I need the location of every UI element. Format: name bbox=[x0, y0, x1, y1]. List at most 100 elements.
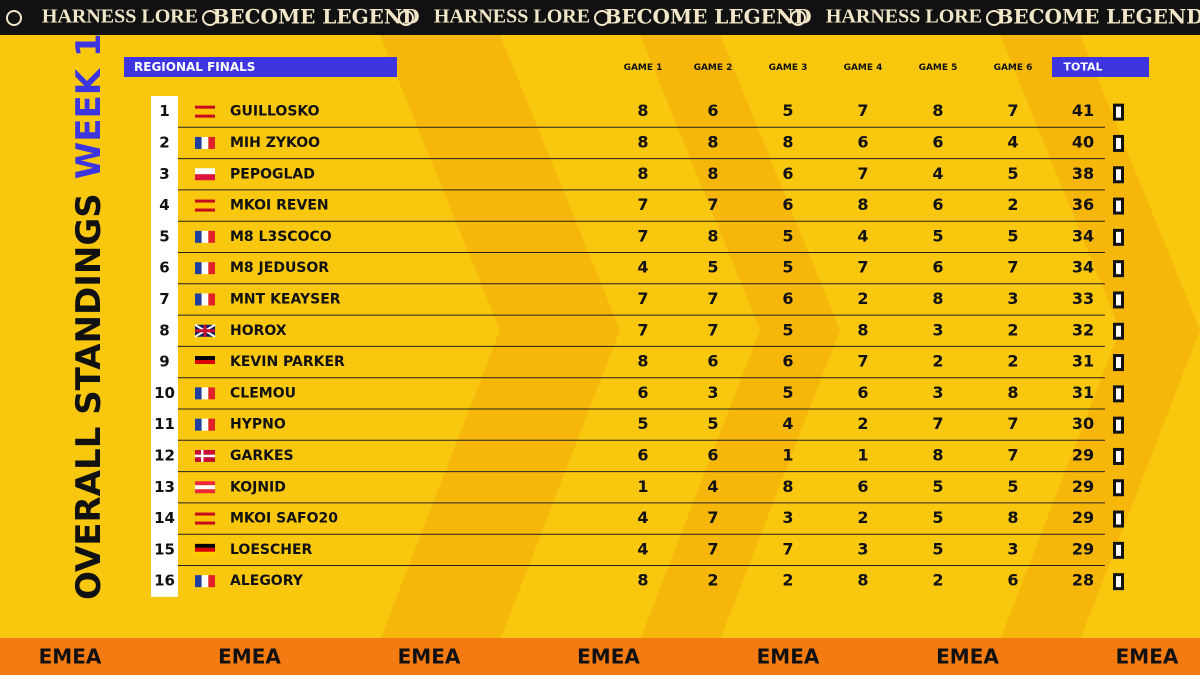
footer-text: EMEA bbox=[39, 645, 102, 669]
game-score: 5 bbox=[707, 414, 718, 433]
flag bbox=[195, 356, 215, 361]
banner-icon bbox=[202, 10, 218, 26]
game-score: 6 bbox=[932, 195, 943, 214]
flag bbox=[201, 230, 209, 243]
game-score: 7 bbox=[1007, 101, 1018, 120]
flag bbox=[195, 136, 202, 149]
rank: 14 bbox=[154, 509, 175, 527]
logo-icon bbox=[1116, 482, 1121, 494]
game-score: 7 bbox=[1007, 445, 1018, 464]
chevron bbox=[640, 35, 840, 640]
player-name: CLEMOU bbox=[230, 385, 296, 401]
game-score: 5 bbox=[782, 226, 793, 245]
game-score: 8 bbox=[637, 101, 648, 120]
game-score: 1 bbox=[782, 445, 793, 464]
game-score: 5 bbox=[1007, 164, 1018, 183]
game-score: 7 bbox=[857, 164, 868, 183]
player-name: KOJNID bbox=[230, 479, 286, 495]
game-score: 4 bbox=[707, 477, 718, 496]
flag bbox=[195, 547, 215, 552]
rank: 6 bbox=[159, 259, 169, 277]
game-score: 4 bbox=[637, 258, 648, 277]
game-score: 8 bbox=[637, 164, 648, 183]
game-score: 6 bbox=[782, 164, 793, 183]
game-score: 3 bbox=[707, 383, 718, 402]
rank-column bbox=[151, 96, 178, 597]
logo-icon bbox=[1116, 294, 1121, 306]
total-score: 38 bbox=[1072, 164, 1094, 183]
player-name: GARKES bbox=[230, 448, 294, 464]
total-score: 32 bbox=[1072, 320, 1094, 339]
rank: 16 bbox=[154, 572, 175, 590]
rank: 5 bbox=[159, 227, 169, 245]
game-score: 8 bbox=[637, 571, 648, 590]
logo-icon bbox=[1116, 263, 1121, 275]
flag bbox=[195, 168, 215, 175]
player-name: MIH ZYKOO bbox=[230, 135, 320, 151]
logo-icon bbox=[1116, 357, 1121, 369]
game-score: 8 bbox=[932, 445, 943, 464]
game-score: 6 bbox=[857, 383, 868, 402]
game-score: 8 bbox=[932, 101, 943, 120]
game-score: 2 bbox=[857, 289, 868, 308]
game-score: 8 bbox=[932, 289, 943, 308]
footer-text: EMEA bbox=[1116, 645, 1179, 669]
game-score: 2 bbox=[1007, 352, 1018, 371]
logo-icon bbox=[1116, 106, 1121, 118]
flag bbox=[195, 489, 215, 494]
game-score: 3 bbox=[932, 320, 943, 339]
flag bbox=[195, 575, 202, 588]
rank: 2 bbox=[159, 133, 169, 151]
flag bbox=[195, 364, 215, 369]
flag bbox=[195, 360, 215, 365]
flag bbox=[195, 230, 202, 243]
total-score: 41 bbox=[1072, 101, 1094, 120]
flag bbox=[195, 329, 215, 333]
rank: 15 bbox=[154, 540, 175, 558]
total-score: 29 bbox=[1072, 445, 1094, 464]
rank: 11 bbox=[154, 415, 175, 433]
footer-text: EMEA bbox=[757, 645, 820, 669]
title: OVERALL STANDINGS WEEK 1 bbox=[69, 33, 109, 600]
game-score: 5 bbox=[1007, 477, 1018, 496]
game-score: 7 bbox=[932, 414, 943, 433]
flag bbox=[208, 262, 215, 275]
flag bbox=[195, 418, 202, 431]
game-score: 6 bbox=[932, 258, 943, 277]
game-score: 6 bbox=[707, 445, 718, 464]
game-score: 2 bbox=[932, 571, 943, 590]
flag bbox=[195, 515, 215, 522]
game-score: 2 bbox=[1007, 195, 1018, 214]
game-score: 4 bbox=[932, 164, 943, 183]
footer-text: EMEA bbox=[218, 645, 281, 669]
game-score: 5 bbox=[782, 320, 793, 339]
game-score: 5 bbox=[782, 101, 793, 120]
banner-icon bbox=[986, 10, 1002, 26]
logo-icon bbox=[1116, 576, 1121, 588]
logo-icon bbox=[1116, 419, 1121, 431]
game-score: 6 bbox=[782, 352, 793, 371]
player-name: LOESCHER bbox=[230, 542, 313, 558]
player-name: MKOI SAFO20 bbox=[230, 511, 338, 527]
flag bbox=[195, 202, 215, 209]
game-score: 5 bbox=[707, 258, 718, 277]
rank: 12 bbox=[154, 446, 175, 464]
game-score: 7 bbox=[1007, 258, 1018, 277]
column-header: GAME 4 bbox=[844, 63, 883, 73]
rank: 7 bbox=[159, 290, 169, 308]
subtitle-text: WEEK 1 bbox=[69, 33, 109, 179]
game-score: 1 bbox=[637, 477, 648, 496]
logo-icon bbox=[1116, 450, 1121, 462]
banner-icon bbox=[790, 10, 806, 26]
flag bbox=[201, 293, 209, 306]
game-score: 3 bbox=[857, 539, 868, 558]
logo-icon bbox=[1116, 200, 1121, 212]
total-score: 34 bbox=[1072, 258, 1094, 277]
flag bbox=[201, 262, 209, 275]
rank: 9 bbox=[159, 353, 169, 371]
game-score: 6 bbox=[857, 132, 868, 151]
banner-text: BECOME LEGEND bbox=[604, 5, 811, 29]
game-score: 6 bbox=[637, 383, 648, 402]
banner-icon bbox=[6, 10, 22, 26]
game-score: 7 bbox=[707, 508, 718, 527]
